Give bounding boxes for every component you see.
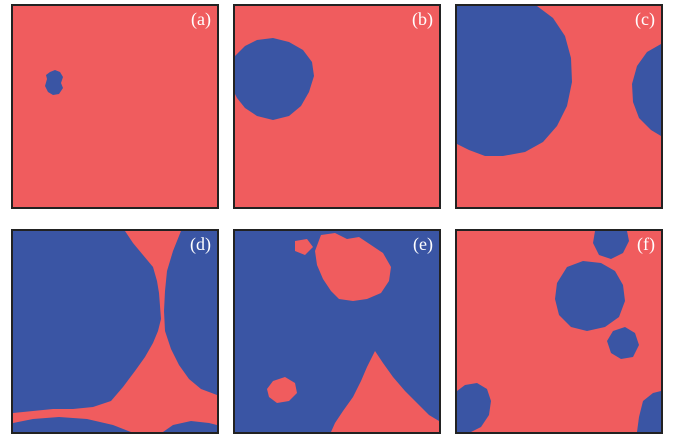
domain-map-a [13, 6, 217, 207]
panel-label-a: (a) [191, 9, 211, 29]
panel-label-e: (e) [413, 234, 433, 254]
panel-label-c: (c) [635, 9, 655, 29]
snapshot-panel-b: (b) [233, 4, 441, 209]
snapshot-panel-f: (f) [455, 229, 663, 434]
domain-map-e [235, 231, 439, 432]
snapshot-panel-d: (d) [11, 229, 219, 434]
domain-map-f [457, 231, 661, 432]
domain-map-c [457, 6, 661, 207]
snapshot-panel-c: (c) [455, 4, 663, 209]
panel-label-b: (b) [412, 9, 433, 29]
domain-map-d [13, 231, 217, 432]
snapshot-panel-e: (e) [233, 229, 441, 434]
panel-label-f: (f) [637, 234, 655, 254]
panel-label-d: (d) [190, 234, 211, 254]
snapshot-panel-a: (a) [11, 4, 219, 209]
domain-map-b [235, 6, 439, 207]
